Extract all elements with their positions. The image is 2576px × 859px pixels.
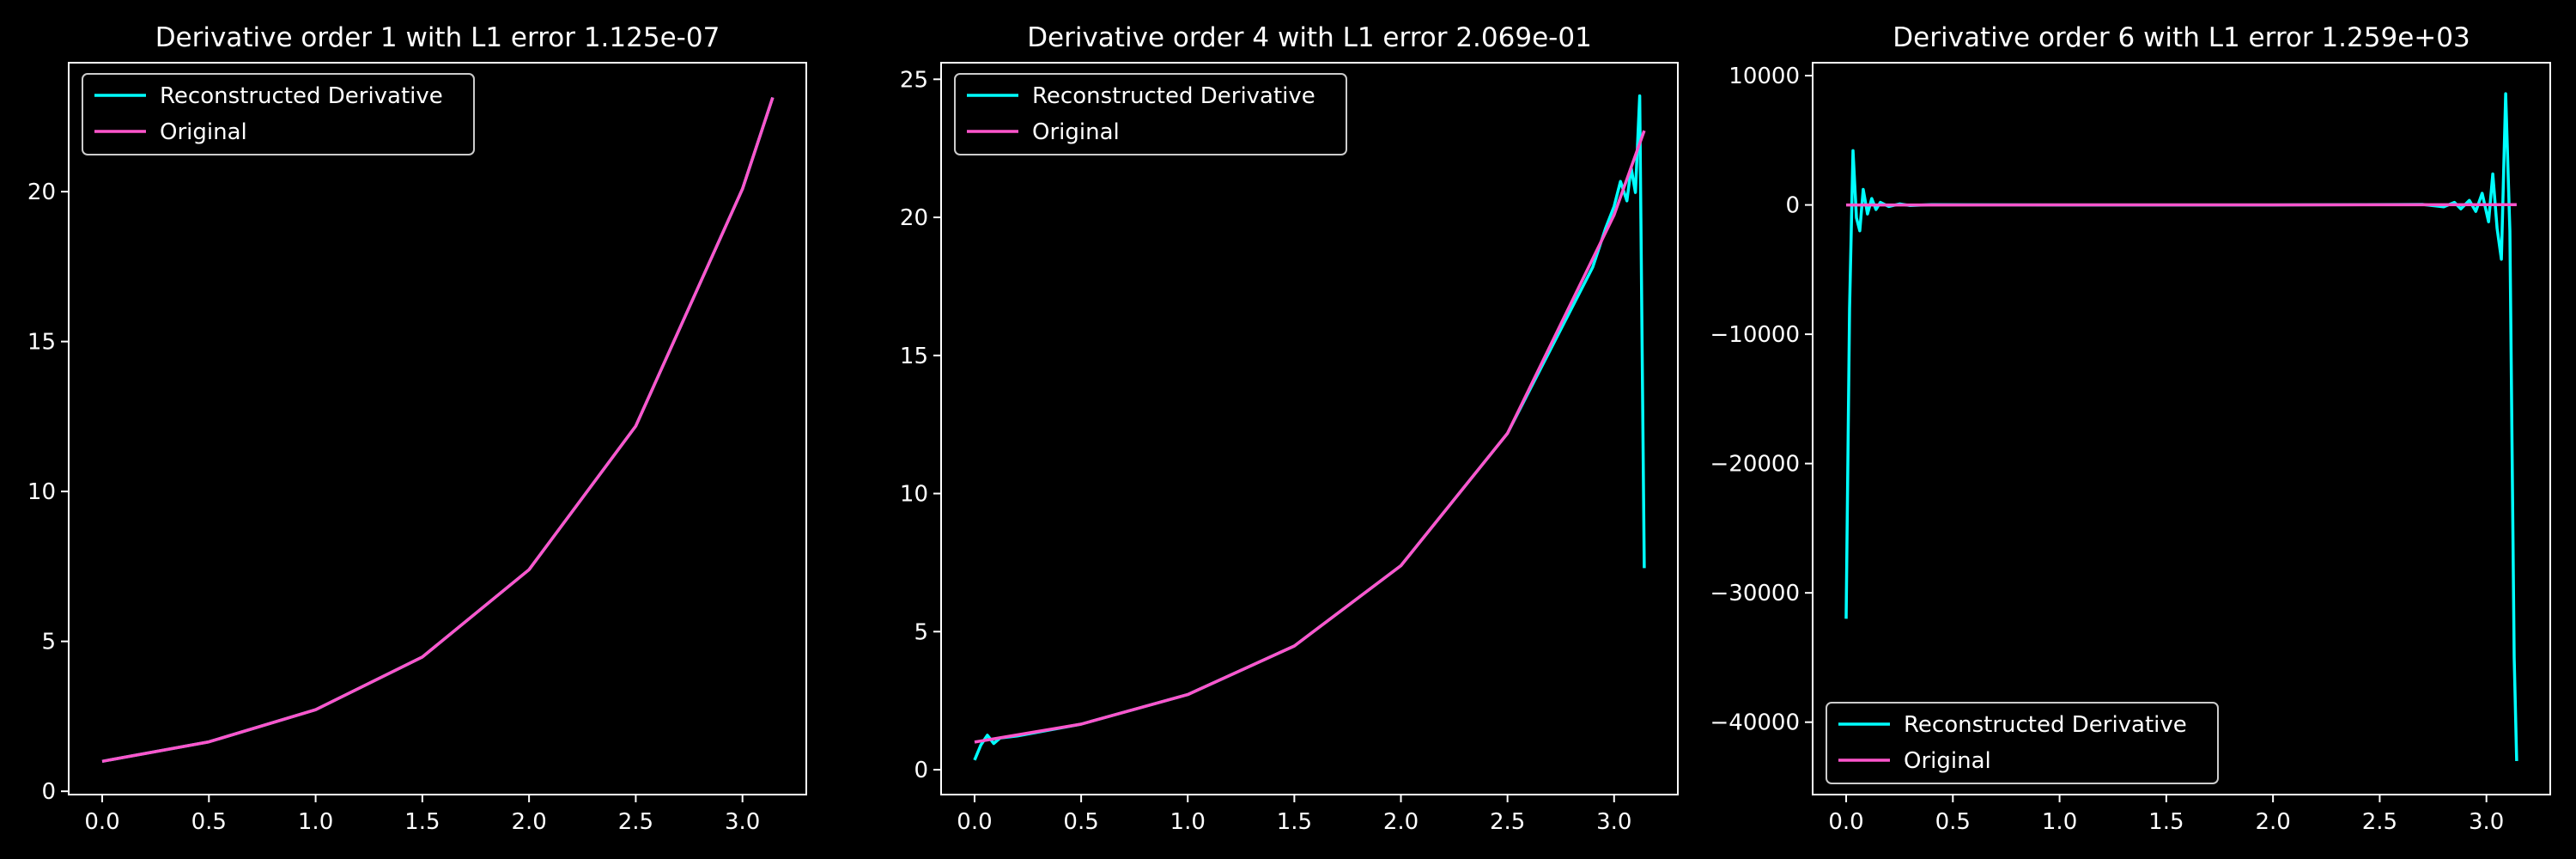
legend: Reconstructed Derivative Original [954,73,1347,155]
y-tick-label: 15 [900,344,928,369]
series-line-original [101,96,775,764]
axes-frame [1812,62,2551,795]
x-tick-label: 0.5 [1935,809,1971,835]
subplot-order-1: Derivative order 1 with L1 error 1.125e-… [27,22,807,835]
legend-label-reconstructed: Reconstructed Derivative [1032,83,1315,109]
plot-lines [1844,92,2518,761]
y-tick-label: 5 [41,630,56,655]
plot-lines [101,96,775,764]
y-tick-label: 20 [27,180,56,205]
axes-frame [940,62,1679,795]
x-tick-label: 1.5 [1277,809,1312,835]
y-tick-label: −10000 [1710,322,1801,348]
y-tick-label: −20000 [1710,452,1801,478]
chart-title: Derivative order 4 with L1 error 2.069e-… [1027,22,1592,53]
x-tick-label: 0.5 [191,809,227,835]
x-tick-label: 2.5 [2362,809,2397,835]
subplot-order-4: Derivative order 4 with L1 error 2.069e-… [900,22,1679,835]
x-tick-label: 1.0 [298,809,333,835]
x-tick-label: 3.0 [2469,809,2504,835]
legend-box [82,73,475,155]
x-tick-label: 1.0 [1170,809,1206,835]
y-tick-label: −40000 [1710,710,1801,736]
x-tick-label: 0.0 [84,809,119,835]
y-tick-label: 0 [914,758,928,783]
legend-box [1826,702,2219,784]
legend: Reconstructed Derivative Original [1826,702,2219,784]
y-tick-label: 10 [27,479,56,505]
y-tick-label: 20 [900,205,928,231]
y-tick-label: 15 [27,330,56,356]
x-axis-ticks: 0.0 0.5 1.0 1.5 2.0 2.5 3.0 [1828,795,2504,835]
plot-lines [973,94,1646,761]
x-tick-label: 2.0 [511,809,546,835]
x-tick-label: 1.5 [2148,809,2184,835]
y-tick-label: 10 [900,482,928,508]
legend-label-original: Original [1032,119,1120,145]
y-axis-ticks: 0 5 10 15 20 [27,180,69,805]
chart-title: Derivative order 1 with L1 error 1.125e-… [155,22,720,53]
x-tick-label: 1.5 [404,809,440,835]
legend-label-original: Original [160,119,247,145]
legend-label-original: Original [1904,748,1991,774]
x-axis-ticks: 0.0 0.5 1.0 1.5 2.0 2.5 3.0 [957,795,1631,835]
y-tick-label: 0 [41,779,56,805]
x-tick-label: 2.5 [618,809,653,835]
x-tick-label: 0.5 [1063,809,1098,835]
x-tick-label: 0.0 [957,809,992,835]
x-tick-label: 3.0 [1596,809,1631,835]
x-axis-ticks: 0.0 0.5 1.0 1.5 2.0 2.5 3.0 [84,795,760,835]
x-tick-label: 2.5 [1490,809,1525,835]
y-tick-label: 25 [900,67,928,93]
legend-label-reconstructed: Reconstructed Derivative [160,83,443,109]
y-axis-ticks: 10000 0 −10000 −20000 −30000 −40000 [1710,64,1813,736]
series-line-original [974,130,1646,744]
y-tick-label: −30000 [1710,581,1801,606]
x-tick-label: 2.0 [2255,809,2290,835]
x-tick-label: 0.0 [1828,809,1863,835]
y-axis-ticks: 0 5 10 15 20 25 [900,67,941,783]
y-tick-label: 10000 [1728,64,1800,89]
subplot-order-6: Derivative order 6 with L1 error 1.259e+… [1710,22,2551,835]
y-tick-label: 0 [1785,193,1800,219]
x-tick-label: 1.0 [2042,809,2077,835]
x-tick-label: 3.0 [725,809,760,835]
legend: Reconstructed Derivative Original [82,73,475,155]
legend-box [954,73,1347,155]
legend-label-reconstructed: Reconstructed Derivative [1904,712,2187,738]
y-tick-label: 5 [914,619,928,645]
chart-title: Derivative order 6 with L1 error 1.259e+… [1893,22,2470,53]
axes-frame [68,62,807,795]
x-tick-label: 2.0 [1383,809,1419,835]
